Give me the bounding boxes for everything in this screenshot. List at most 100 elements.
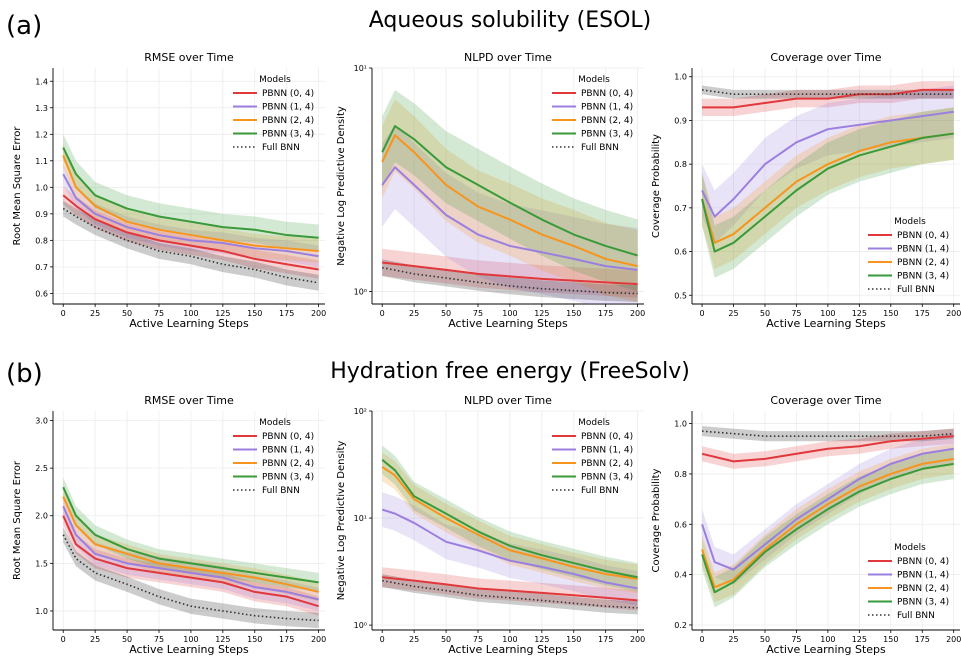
legend-title: Models	[578, 418, 610, 428]
x-tick-label: 175	[279, 635, 294, 644]
legend-label-pbnn-3-4: PBNN (3, 4)	[581, 473, 633, 483]
y-tick-label: 0.2	[674, 621, 687, 630]
y-tick-label: 1.2	[35, 130, 48, 139]
legend-label-pbnn-0-4: PBNN (0, 4)	[581, 432, 633, 442]
legend-label-pbnn-1-4: PBNN (1, 4)	[581, 446, 633, 456]
series-line-pbnn-0-4	[62, 194, 319, 271]
band-pbnn-2-4	[382, 452, 638, 594]
series-line-full-bnn	[382, 266, 638, 295]
x-tick-label: 0	[61, 635, 66, 644]
x-tick-label: 150	[883, 309, 898, 318]
series-line-pbnn-1-4	[701, 110, 954, 218]
y-tick-label: 0.8	[674, 160, 687, 169]
x-tick-label: 100	[820, 309, 835, 318]
plot-area	[62, 477, 319, 629]
y-axis-label: Root Mean Square Error	[12, 126, 23, 246]
series-line-full-bnn	[382, 579, 638, 609]
legend-label-pbnn-1-4: PBNN (1, 4)	[897, 245, 949, 255]
band-pbnn-0-4	[382, 248, 638, 298]
band-pbnn-1-4	[63, 494, 319, 611]
band-full-bnn	[63, 200, 319, 291]
plot-area	[701, 81, 954, 278]
band-pbnn-2-4	[382, 99, 638, 303]
x-tick-label: 25	[90, 635, 100, 644]
legend-label-pbnn-0-4: PBNN (0, 4)	[262, 432, 314, 442]
chart-title: RMSE over Time	[144, 51, 234, 64]
plot-area	[701, 426, 954, 608]
x-tick-label: 200	[630, 635, 645, 644]
x-tick-label: 200	[946, 635, 961, 644]
y-tick-label: 0.9	[674, 116, 687, 125]
x-tick-label: 25	[90, 309, 100, 318]
y-tick-label: 0.6	[674, 248, 687, 257]
plot-area	[381, 89, 638, 304]
series-line-pbnn-3-4	[62, 486, 319, 584]
chart-panel-5: 0 25 50 75 100 125 150 175 200 0.2 0.4 0.6 0.8 1.0 Cov…	[651, 394, 961, 656]
chart-title: Coverage over Time	[770, 51, 881, 64]
legend: Models PBNN (0, 4) PBNN (1, 4) PBNN (2, 4) P…	[552, 75, 633, 153]
series-line-pbnn-0-4	[702, 88, 954, 109]
legend-title: Models	[894, 217, 926, 227]
legend-label-pbnn-0-4: PBNN (0, 4)	[897, 231, 949, 241]
x-tick-label: 25	[409, 635, 419, 644]
y-tick-label: 0.6	[35, 289, 48, 298]
x-tick-label: 125	[534, 635, 549, 644]
legend-label-full-bnn: Full BNN	[897, 611, 935, 621]
section-title-a: Aqueous solubility (ESOL)	[369, 8, 652, 33]
legend-title: Models	[259, 418, 291, 428]
band-pbnn-2-4	[702, 443, 954, 603]
y-tick-label: 2.0	[35, 512, 48, 521]
series-line-pbnn-3-4	[701, 132, 954, 253]
band-pbnn-0-4	[63, 506, 319, 616]
series-line-pbnn-0-4	[701, 435, 954, 463]
legend-label-pbnn-1-4: PBNN (1, 4)	[897, 571, 949, 581]
legend: Models PBNN (0, 4) PBNN (1, 4) PBNN (2, 4) P…	[233, 418, 314, 496]
series-line-pbnn-3-4	[381, 459, 638, 579]
y-tick-label: 1.5	[35, 559, 48, 568]
y-tick-label: 1.0	[674, 73, 687, 82]
y-tick-label: 10¹	[354, 514, 367, 523]
x-axis-label: Active Learning Steps	[448, 643, 568, 656]
y-tick-label: 1.0	[35, 607, 48, 616]
series-line-pbnn-2-4	[62, 155, 319, 252]
series-line-pbnn-3-4	[701, 462, 954, 594]
x-axis-label: Active Learning Steps	[129, 643, 249, 656]
chart-title: RMSE over Time	[144, 394, 234, 407]
legend-label-pbnn-3-4: PBNN (3, 4)	[897, 598, 949, 608]
x-tick-label: 75	[473, 309, 483, 318]
x-axis-label: Active Learning Steps	[129, 317, 249, 330]
band-pbnn-3-4	[382, 445, 638, 592]
band-pbnn-1-4	[63, 163, 319, 267]
series-line-pbnn-1-4	[62, 505, 319, 601]
band-pbnn-3-4	[702, 107, 954, 278]
x-tick-label: 0	[380, 309, 385, 318]
chart-panel-1: 0 25 50 75 100 125 150 175 200 10⁰ 10¹ NLPD over Ti…	[336, 51, 645, 330]
chart-title: NLPD over Time	[464, 51, 552, 64]
y-tick-label: 2.5	[35, 464, 48, 473]
x-tick-label: 25	[728, 309, 738, 318]
series-line-pbnn-2-4	[701, 457, 954, 589]
legend-label-full-bnn: Full BNN	[581, 143, 619, 153]
legend-label-full-bnn: Full BNN	[897, 285, 935, 295]
y-tick-label: 0.4	[674, 571, 687, 580]
legend: Models PBNN (0, 4) PBNN (1, 4) PBNN (2, 4) P…	[868, 217, 949, 295]
series-line-full-bnn	[62, 207, 319, 284]
x-tick-label: 200	[630, 309, 645, 318]
x-tick-label: 200	[311, 635, 326, 644]
series-line-pbnn-1-4	[381, 166, 638, 271]
y-tick-label: 3.0	[35, 417, 48, 426]
chart-panel-2: 0 25 50 75 100 125 150 175 200 0.5 0.6 0.7 0.8 0.9 1.0…	[651, 51, 961, 330]
x-axis-label: Active Learning Steps	[448, 317, 568, 330]
legend-label-pbnn-1-4: PBNN (1, 4)	[581, 103, 633, 113]
x-tick-label: 0	[380, 635, 385, 644]
legend: Models PBNN (0, 4) PBNN (1, 4) PBNN (2, 4) P…	[552, 418, 633, 496]
section-label-b: (b)	[6, 359, 43, 389]
x-tick-label: 75	[791, 635, 801, 644]
y-tick-label: 10⁰	[354, 621, 367, 630]
x-tick-label: 175	[598, 309, 613, 318]
band-pbnn-3-4	[382, 89, 638, 292]
band-full-bnn	[63, 527, 319, 629]
legend-label-pbnn-3-4: PBNN (3, 4)	[897, 272, 949, 282]
series-line-pbnn-2-4	[62, 496, 319, 593]
y-axis-label: Negative Log Predictive Density	[336, 106, 347, 266]
